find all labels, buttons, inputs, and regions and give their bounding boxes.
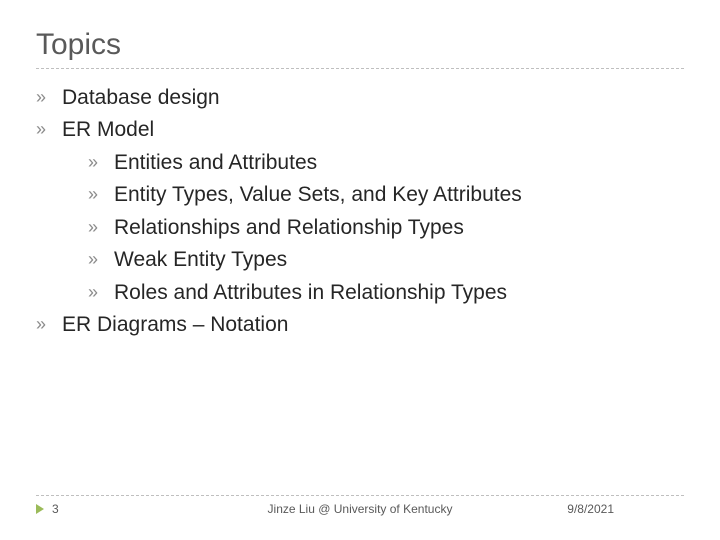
list-item: ER Diagrams – Notation	[36, 310, 684, 340]
footer-date: 9/8/2021	[567, 502, 684, 516]
list-item: Entities and Attributes	[88, 148, 684, 178]
list-item-text: Entities and Attributes	[114, 151, 317, 174]
slide-footer: 3 Jinze Liu @ University of Kentucky 9/8…	[36, 495, 684, 516]
list-item-text: Database design	[62, 86, 220, 109]
list-item: Database design	[36, 83, 684, 113]
slide-title: Topics	[36, 28, 684, 62]
list-item-text: Entity Types, Value Sets, and Key Attrib…	[114, 183, 522, 206]
title-divider	[36, 68, 684, 69]
list-item-text: Relationships and Relationship Types	[114, 216, 464, 239]
list-item: Entity Types, Value Sets, and Key Attrib…	[88, 180, 684, 210]
footer-row: 3 Jinze Liu @ University of Kentucky 9/8…	[36, 502, 684, 516]
list-item: Weak Entity Types	[88, 245, 684, 275]
sub-topic-list: Entities and Attributes Entity Types, Va…	[62, 148, 684, 308]
footer-divider	[36, 495, 684, 496]
list-item-text: ER Diagrams – Notation	[62, 313, 288, 336]
list-item: ER Model Entities and Attributes Entity …	[36, 115, 684, 308]
list-item-text: Weak Entity Types	[114, 248, 287, 271]
slide: Topics Database design ER Model Entities…	[0, 0, 720, 540]
list-item-text: Roles and Attributes in Relationship Typ…	[114, 281, 507, 304]
list-item: Roles and Attributes in Relationship Typ…	[88, 278, 684, 308]
list-item-text: ER Model	[62, 118, 154, 141]
slide-content: Database design ER Model Entities and At…	[36, 83, 684, 341]
list-item: Relationships and Relationship Types	[88, 213, 684, 243]
topic-list: Database design ER Model Entities and At…	[36, 83, 684, 341]
